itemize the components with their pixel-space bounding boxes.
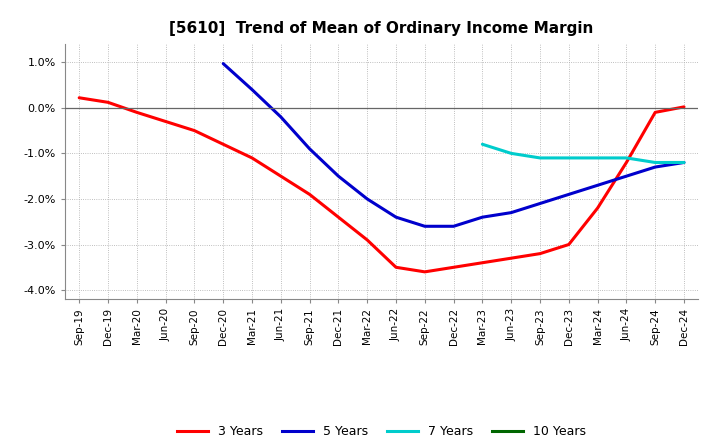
3 Years	[420, 269, 429, 275]
3 Years	[680, 104, 688, 110]
7 Years	[478, 142, 487, 147]
Title: [5610]  Trend of Mean of Ordinary Income Margin: [5610] Trend of Mean of Ordinary Income …	[169, 21, 594, 36]
5 Years	[219, 61, 228, 66]
5 Years	[363, 196, 372, 202]
3 Years	[363, 237, 372, 242]
3 Years	[507, 256, 516, 261]
7 Years	[680, 160, 688, 165]
7 Years	[651, 160, 660, 165]
5 Years	[680, 160, 688, 165]
5 Years	[651, 165, 660, 170]
3 Years	[161, 119, 170, 124]
5 Years	[593, 183, 602, 188]
5 Years	[334, 173, 343, 179]
5 Years	[248, 87, 256, 92]
3 Years	[564, 242, 573, 247]
5 Years	[276, 114, 285, 120]
3 Years	[248, 155, 256, 161]
3 Years	[392, 265, 400, 270]
7 Years	[564, 155, 573, 161]
5 Years	[507, 210, 516, 215]
7 Years	[622, 155, 631, 161]
Line: 3 Years: 3 Years	[79, 98, 684, 272]
5 Years	[420, 224, 429, 229]
3 Years	[478, 260, 487, 265]
5 Years	[564, 192, 573, 197]
5 Years	[392, 215, 400, 220]
5 Years	[478, 215, 487, 220]
7 Years	[507, 151, 516, 156]
3 Years	[593, 205, 602, 211]
3 Years	[190, 128, 199, 133]
3 Years	[75, 95, 84, 100]
3 Years	[622, 160, 631, 165]
Line: 7 Years: 7 Years	[482, 144, 684, 162]
3 Years	[104, 100, 112, 105]
5 Years	[305, 146, 314, 151]
3 Years	[536, 251, 544, 256]
7 Years	[593, 155, 602, 161]
3 Years	[449, 265, 458, 270]
Line: 5 Years: 5 Years	[223, 64, 684, 226]
5 Years	[449, 224, 458, 229]
7 Years	[536, 155, 544, 161]
3 Years	[219, 142, 228, 147]
3 Years	[276, 173, 285, 179]
5 Years	[622, 173, 631, 179]
3 Years	[334, 215, 343, 220]
5 Years	[536, 201, 544, 206]
3 Years	[132, 110, 141, 115]
Legend: 3 Years, 5 Years, 7 Years, 10 Years: 3 Years, 5 Years, 7 Years, 10 Years	[172, 420, 591, 440]
3 Years	[305, 192, 314, 197]
3 Years	[651, 110, 660, 115]
